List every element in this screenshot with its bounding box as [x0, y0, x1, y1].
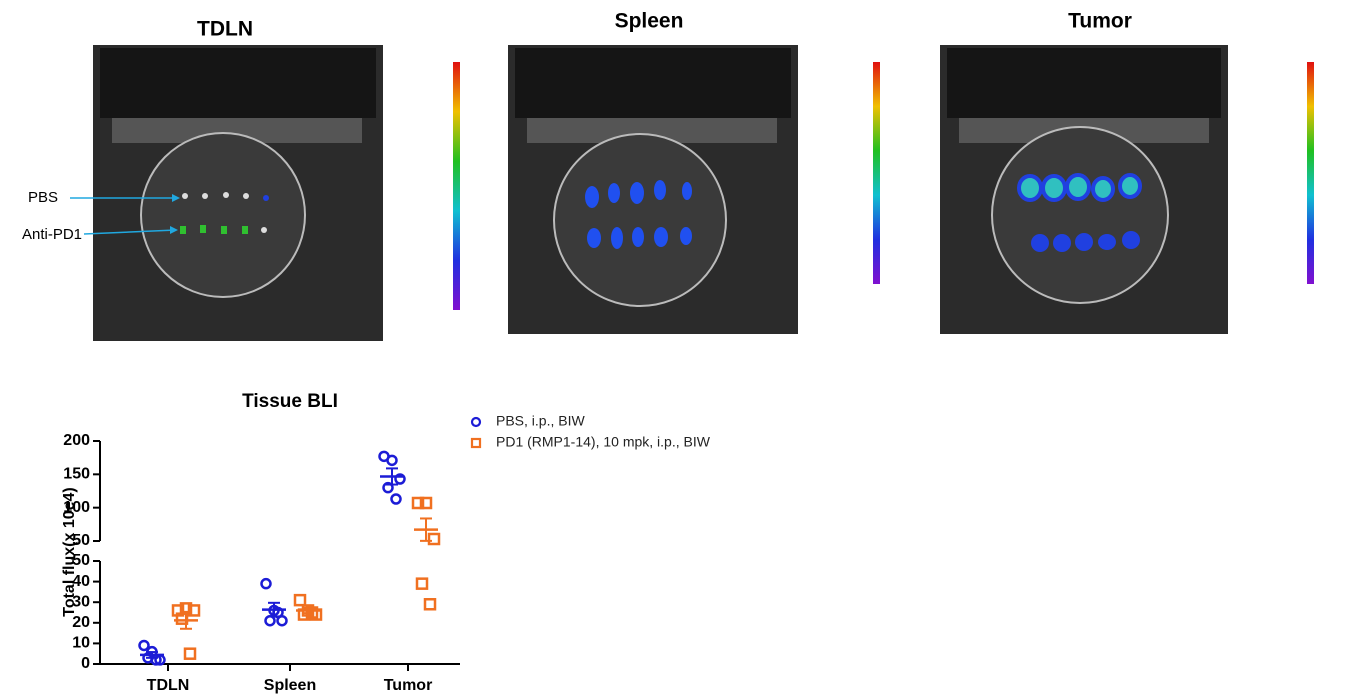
data-point	[394, 473, 406, 485]
spleen-image	[508, 45, 798, 334]
y-tick-label: 30	[72, 593, 90, 610]
panel-title: TDLN	[197, 18, 253, 41]
data-point	[382, 481, 394, 494]
data-point	[419, 496, 433, 510]
x-tick-label: Tumor	[384, 677, 433, 694]
panel-title: Spleen	[615, 10, 684, 33]
legend-marker	[470, 437, 482, 449]
chart-title: Tissue BLI	[242, 391, 338, 412]
data-point	[386, 454, 398, 467]
data-point	[411, 496, 425, 510]
x-tick-label: Spleen	[264, 677, 316, 694]
panel-title: Tumor	[1068, 10, 1132, 33]
y-tick-label: 0	[81, 655, 90, 672]
tdln-image	[93, 45, 383, 341]
color-scale	[873, 62, 880, 284]
legend-label: PD1 (RMP1-14), 10 mpk, i.p., BIW	[496, 434, 711, 450]
data-point	[423, 598, 437, 611]
data-point	[138, 639, 150, 652]
arrow-head	[170, 226, 178, 234]
row-label: PBS	[28, 189, 58, 206]
y-tick-label: 150	[63, 466, 90, 483]
y-tick-label: 40	[72, 573, 90, 590]
data-point	[264, 614, 276, 627]
y-tick-label: 10	[72, 635, 90, 652]
data-point	[260, 577, 272, 590]
color-scale	[1307, 62, 1314, 284]
arrow-head	[172, 194, 180, 202]
data-point	[187, 604, 201, 617]
legend-marker	[470, 416, 482, 428]
arrow	[83, 229, 177, 235]
y-tick-label: 50	[72, 552, 90, 569]
y-tick-label: 200	[63, 432, 90, 449]
data-point	[427, 532, 441, 546]
row-label: Anti-PD1	[22, 226, 82, 243]
data-point	[390, 493, 402, 505]
x-tick-label: TDLN	[147, 677, 190, 694]
y-tick-label: 20	[72, 614, 90, 631]
legend-label: PBS, i.p., BIW	[496, 413, 585, 429]
data-point	[415, 577, 429, 590]
y-tick-label: 100	[63, 499, 90, 516]
data-point	[293, 593, 307, 607]
color-scale	[453, 62, 460, 310]
y-tick-label: 50	[72, 532, 90, 549]
y-axis-label: Total flux(x 10e4)	[61, 487, 78, 617]
tumor-image	[940, 45, 1228, 334]
data-point	[183, 647, 197, 660]
